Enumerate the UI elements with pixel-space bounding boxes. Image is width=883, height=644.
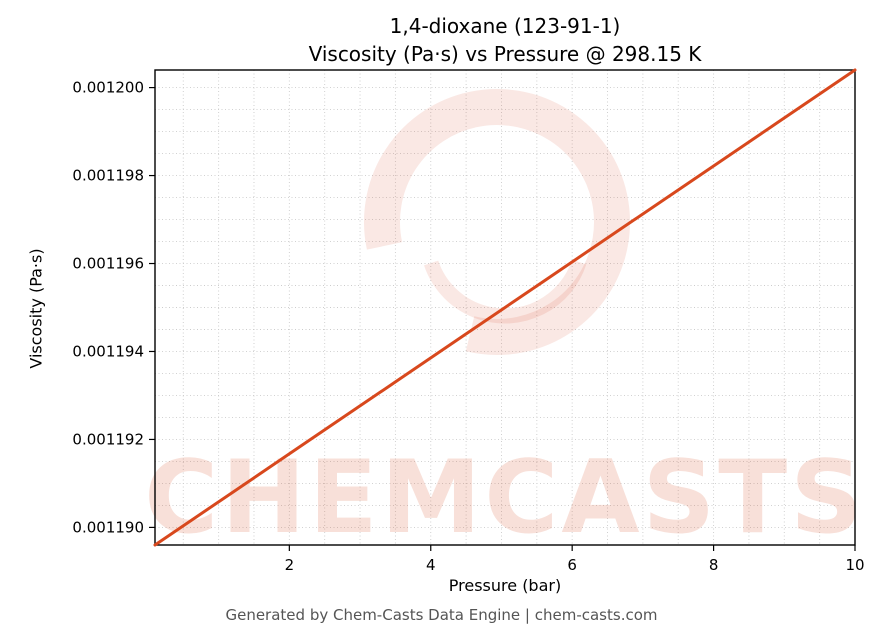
x-tick-label: 8 <box>709 556 719 574</box>
axes-border <box>154 69 856 546</box>
chart-subtitle: Viscosity (Pa·s) vs Pressure @ 298.15 K <box>308 42 702 66</box>
y-axis-label: Viscosity (Pa·s) <box>26 248 46 369</box>
y-tick-label: 0.001196 <box>72 255 144 273</box>
x-tick-label: 4 <box>426 556 436 574</box>
x-tick-label: 10 <box>845 556 864 574</box>
y-tick-label: 0.001200 <box>72 79 144 97</box>
y-tick-label: 0.001198 <box>72 167 144 185</box>
chart-title: 1,4-dioxane (123-91-1) <box>389 14 621 38</box>
y-tick-label: 0.001192 <box>72 430 144 448</box>
x-tick-label: 2 <box>285 556 295 574</box>
chart-title-block: 1,4-dioxane (123-91-1) Viscosity (Pa·s) … <box>155 12 855 68</box>
watermark-logo <box>364 89 630 355</box>
y-tick-label: 0.001194 <box>72 342 144 360</box>
watermark-text: CHEMCASTS <box>144 438 866 556</box>
series-line <box>153 68 857 547</box>
x-tick-label: 6 <box>567 556 577 574</box>
y-tick-label: 0.001190 <box>72 518 144 536</box>
x-axis-label: Pressure (bar) <box>448 576 562 595</box>
plot-area: CHEMCASTS 2 4 6 8 10 0.001190 0.001192 0.001194 0… <box>72 68 865 574</box>
footer-credit: Generated by Chem-Casts Data Engine | ch… <box>225 606 658 624</box>
